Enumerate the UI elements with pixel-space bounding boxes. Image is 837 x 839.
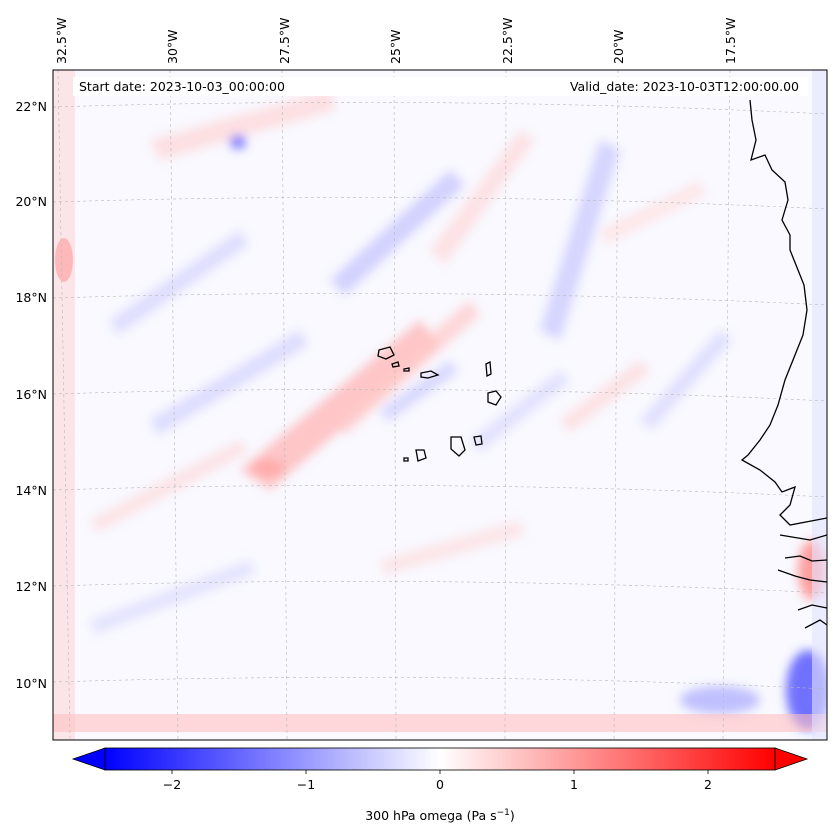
parallel-line — [53, 197, 827, 210]
island — [485, 360, 492, 378]
map-frame — [52, 69, 828, 741]
african-coastline — [804, 619, 827, 629]
colorbar: −2 −1 0 1 2 300 hPa omega (Pa s−1) — [71, 747, 809, 823]
parallel-line — [53, 581, 827, 594]
omega-red-band — [560, 360, 650, 432]
island — [487, 390, 502, 406]
colorbar-label-text: 300 hPa omega (Pa s — [365, 808, 496, 823]
meridian-line — [722, 70, 731, 740]
meridian-line — [613, 70, 619, 740]
meridian-line — [169, 70, 179, 740]
omega-red-band — [240, 320, 440, 490]
colorbar-tick-label: 1 — [570, 777, 578, 792]
colorbar-label-close: ) — [510, 808, 515, 823]
parallel-line — [53, 677, 827, 690]
colorbar-label: 300 hPa omega (Pa s−1) — [365, 808, 515, 823]
island — [377, 346, 395, 360]
island — [473, 435, 483, 446]
colorbar-extend-low — [71, 747, 106, 771]
omega-blue-band — [90, 560, 255, 634]
island — [450, 436, 466, 457]
omega-red-band — [600, 180, 705, 245]
island — [403, 457, 409, 462]
omega-blue-band — [640, 330, 732, 430]
latitude-labels: 22°N 20°N 18°N 16°N 14°N 12°N 10°N — [15, 99, 47, 691]
lon-label: 25°W — [388, 29, 403, 64]
parallel-line — [53, 485, 827, 498]
island — [420, 370, 440, 379]
colorbar-tick-label: −1 — [297, 777, 315, 792]
african-coastline — [779, 534, 827, 541]
omega-blue-band — [470, 370, 570, 452]
colorbar-body — [104, 747, 776, 771]
parallel-line — [53, 102, 827, 115]
omega-red-band — [150, 90, 335, 160]
title-bar — [73, 77, 808, 96]
omega-edge-west-cell — [55, 238, 73, 282]
omega-red-band — [430, 130, 535, 265]
lat-label: 12°N — [15, 579, 47, 594]
graticule — [53, 70, 827, 740]
lat-label: 16°N — [15, 387, 47, 402]
omega-blue-cell — [680, 686, 760, 714]
omega-blue-cell — [230, 135, 246, 149]
island — [391, 361, 400, 368]
omega-red-band — [330, 300, 480, 435]
colorbar-label-exponent: −1 — [497, 808, 510, 818]
lon-label: 32.5°W — [54, 18, 69, 64]
omega-red-cell — [252, 460, 284, 476]
african-coastline — [740, 99, 827, 526]
lat-label: 20°N — [15, 194, 47, 209]
african-coastline — [784, 555, 827, 562]
lon-label: 17.5°W — [723, 18, 738, 64]
omega-blue-band — [330, 170, 465, 295]
lat-label: 10°N — [15, 676, 47, 691]
meridian-line — [393, 70, 397, 740]
parallel-line — [53, 389, 827, 402]
omega-blue-band — [540, 140, 620, 340]
lon-label: 27.5°W — [277, 18, 292, 64]
omega-red-band — [380, 520, 525, 575]
african-coastline — [777, 569, 827, 583]
omega-blue-band — [110, 230, 248, 335]
omega-red-band — [90, 440, 248, 532]
lon-label: 20°W — [611, 29, 626, 64]
coastlines — [377, 99, 827, 629]
map-background — [53, 70, 827, 740]
lon-label: 22.5°W — [500, 18, 515, 64]
meridian-line — [57, 70, 71, 740]
map-panel: Start date: 2023-10-03_00:00:00 Valid_da… — [52, 69, 828, 741]
meridian-line — [281, 70, 288, 740]
omega-edge-south — [53, 714, 827, 732]
valid-date-label: Valid_date: 2023-10-03T12:00:00.00 — [570, 79, 799, 94]
african-coastline — [797, 604, 827, 611]
omega-edge-east — [812, 70, 827, 740]
colorbar-tick-label: 0 — [436, 777, 444, 792]
omega-field — [53, 70, 827, 740]
island — [403, 367, 410, 372]
colorbar-tick-label: −2 — [163, 777, 181, 792]
lon-label: 30°W — [165, 29, 180, 64]
omega-blue-band — [150, 330, 308, 435]
start-date-label: Start date: 2023-10-03_00:00:00 — [79, 79, 285, 94]
lat-label: 14°N — [15, 483, 47, 498]
meridian-line — [504, 70, 507, 740]
lat-label: 22°N — [15, 99, 47, 114]
colorbar-extend-high — [774, 747, 809, 771]
colorbar-tick-label: 2 — [704, 777, 712, 792]
lat-label: 18°N — [15, 290, 47, 305]
parallel-line — [53, 293, 827, 306]
omega-edge-west — [53, 70, 75, 740]
island — [415, 449, 427, 462]
colorbar-ticks: −2 −1 0 1 2 — [163, 770, 712, 792]
longitude-labels: 32.5°W 30°W 27.5°W 25°W 22.5°W 20°W 17.5… — [54, 18, 738, 64]
